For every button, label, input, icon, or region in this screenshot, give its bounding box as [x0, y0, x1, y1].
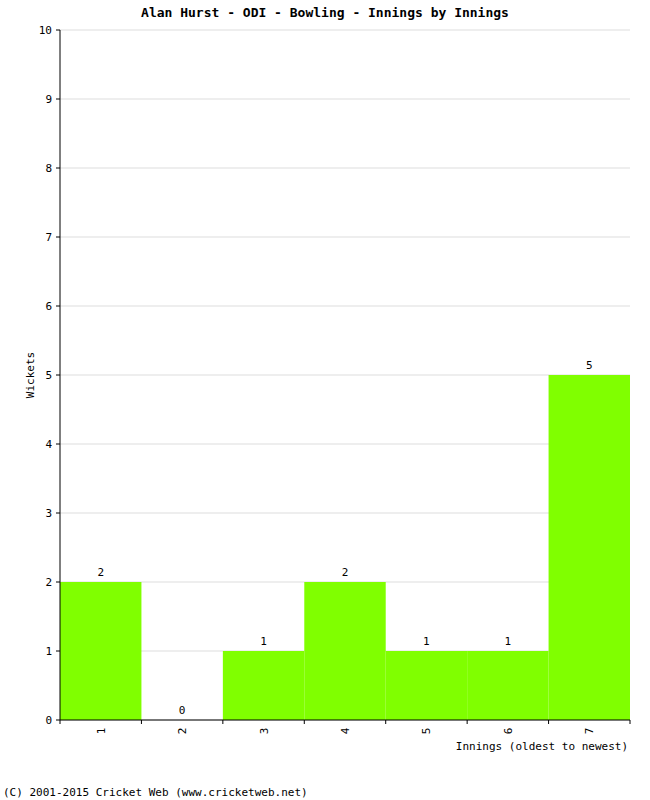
bar [467, 651, 548, 720]
x-tick-mark [60, 720, 61, 724]
grid-line [60, 444, 630, 445]
bars [60, 375, 630, 720]
data-label: 1 [260, 635, 267, 648]
y-tick-label: 8 [45, 162, 52, 175]
background [0, 0, 650, 800]
y-tick [56, 99, 60, 100]
bar [60, 582, 141, 720]
grid-line [60, 168, 630, 169]
grid-line [60, 375, 630, 376]
y-tick-label: 3 [45, 507, 52, 520]
x-tick-mark [141, 720, 142, 724]
grid-line [60, 720, 630, 721]
data-label: 2 [342, 566, 349, 579]
data-label: 1 [505, 635, 512, 648]
y-tick-label: 5 [45, 369, 52, 382]
x-tick-mark [548, 720, 549, 724]
grid-line [60, 513, 630, 514]
y-tick-label: 4 [45, 438, 52, 451]
bar [223, 651, 304, 720]
x-axis [60, 720, 630, 721]
y-tick [56, 30, 60, 31]
y-tick [56, 720, 60, 721]
bar [304, 582, 385, 720]
y-tick [56, 444, 60, 445]
credit: (C) 2001-2015 Cricket Web (www.cricketwe… [3, 786, 308, 799]
bar [549, 375, 630, 720]
y-tick-label: 9 [45, 93, 52, 106]
y-tick-label: 10 [39, 24, 52, 37]
x-tick-mark [630, 720, 631, 724]
y-tick [56, 651, 60, 652]
x-axis-label: Innings (oldest to newest) [456, 740, 628, 753]
x-tick-mark [467, 720, 468, 724]
data-label: 1 [423, 635, 430, 648]
grid-line [60, 237, 630, 238]
y-tick [56, 375, 60, 376]
data-label: 5 [586, 359, 593, 372]
y-tick [56, 513, 60, 514]
x-tick-label: 5 [420, 728, 433, 735]
x-tick-label: 1 [95, 728, 108, 735]
data-label: 2 [97, 566, 104, 579]
y-tick [56, 306, 60, 307]
chart-container: 0 1 2 3 4 5 6 7 8 9 10 2 0 1 2 1 1 5 1 2 3 4 5 6 7 Alan Hurst - O… [0, 0, 650, 800]
x-tick-mark [304, 720, 305, 724]
y-axis-label: Wickets [24, 352, 37, 398]
x-tick-label: 7 [583, 728, 596, 735]
x-tick-label: 4 [339, 727, 352, 734]
chart-svg: 0 1 2 3 4 5 6 7 8 9 10 2 0 1 2 1 1 5 1 2 3 4 5 6 7 Alan Hurst - O… [0, 0, 650, 800]
y-tick-label: 7 [45, 231, 52, 244]
y-tick-label: 6 [45, 300, 52, 313]
y-tick-label: 1 [45, 645, 52, 658]
y-tick [56, 168, 60, 169]
y-tick [56, 582, 60, 583]
bar [386, 651, 467, 720]
grid-line [60, 30, 630, 31]
y-axis [60, 30, 61, 720]
y-tick-label: 2 [45, 576, 52, 589]
grid-line [60, 99, 630, 100]
title: Alan Hurst - ODI - Bowling - Innings by … [141, 5, 509, 20]
grid-line [60, 306, 630, 307]
y-tick-label: 0 [45, 714, 52, 727]
x-tick-label: 6 [502, 728, 515, 735]
x-tick-mark [385, 720, 386, 724]
data-label: 0 [179, 704, 186, 717]
y-tick [56, 237, 60, 238]
x-tick-label: 3 [258, 728, 271, 735]
x-tick-label: 2 [176, 728, 189, 735]
x-tick-mark [222, 720, 223, 724]
